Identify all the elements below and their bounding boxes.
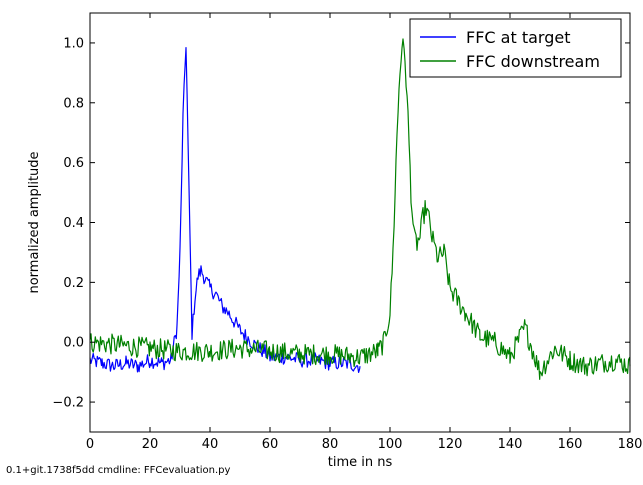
y-tick-label: 0.8 [63, 96, 84, 111]
series-line-ffc-at-target [89, 47, 361, 373]
legend: FFC at target FFC downstream [409, 18, 622, 78]
x-tick-label: 40 [202, 437, 219, 452]
y-tick-label: 0.4 [63, 216, 84, 231]
x-tick-label: 100 [378, 437, 403, 452]
series-line-ffc-downstream [89, 38, 631, 380]
x-tick-label: 0 [86, 437, 94, 452]
y-tick-label: 0.6 [63, 156, 84, 171]
y-axis-label: normalized amplitude [27, 151, 42, 293]
legend-entry: FFC downstream [466, 52, 600, 71]
y-tick-label: 1.0 [63, 36, 84, 51]
footer-text: 0.1+git.1738f5dd cmdline: FFCevaluation.… [6, 465, 231, 476]
legend-box [409, 18, 622, 78]
x-axis-label: time in ns [328, 455, 393, 470]
legend-entry: FFC at target [466, 28, 570, 47]
x-tick-label: 80 [322, 437, 339, 452]
y-tick-label: 0.0 [63, 336, 84, 351]
y-tick-label: −0.2 [52, 396, 84, 411]
x-tick-label: 60 [262, 437, 279, 452]
x-tick-label: 180 [618, 437, 643, 452]
x-tick-label: 120 [438, 437, 463, 452]
x-tick-label: 140 [498, 437, 523, 452]
x-tick-label: 160 [558, 437, 583, 452]
x-tick-label: 20 [142, 437, 159, 452]
y-tick-label: 0.2 [63, 276, 84, 291]
